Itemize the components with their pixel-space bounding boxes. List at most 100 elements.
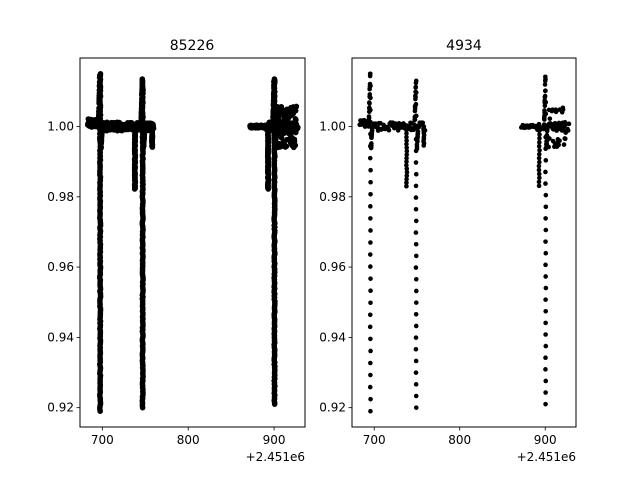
data-point	[367, 324, 373, 330]
data-point	[543, 169, 548, 175]
data-points	[357, 71, 572, 414]
data-point	[556, 120, 562, 126]
x-tick-label: 700	[363, 433, 386, 447]
data-point	[552, 144, 557, 150]
data-point	[421, 143, 427, 148]
data-point	[404, 131, 409, 136]
data-point	[404, 162, 409, 168]
data-point	[414, 288, 419, 294]
data-point	[560, 105, 566, 111]
data-point	[420, 120, 426, 126]
data-point	[543, 88, 548, 93]
data-point	[404, 124, 409, 129]
y-tick-label: 0.94	[47, 330, 74, 344]
data-point	[404, 166, 410, 171]
data-point	[368, 95, 373, 101]
data-point	[271, 401, 278, 407]
data-point	[543, 239, 548, 244]
data-point	[368, 372, 373, 378]
data-point	[404, 173, 410, 179]
x-offset-label: +2.451e6	[246, 450, 305, 464]
data-point	[413, 84, 419, 90]
data-point	[404, 183, 409, 189]
data-point	[413, 335, 419, 340]
data-point	[404, 141, 409, 147]
y-tick-label: 0.92	[319, 401, 346, 415]
data-point	[289, 142, 295, 149]
data-point	[536, 144, 542, 149]
data-point	[413, 358, 419, 364]
data-point	[97, 408, 103, 414]
data-point	[139, 404, 146, 411]
y-tick-label: 0.98	[319, 190, 346, 204]
data-point	[278, 119, 284, 126]
data-point	[536, 171, 542, 177]
data-point	[555, 140, 561, 145]
data-point	[413, 218, 419, 224]
data-point	[543, 100, 549, 105]
data-point	[413, 265, 419, 270]
data-point	[292, 116, 299, 122]
data-point	[281, 112, 288, 119]
panel-title: 85226	[170, 38, 215, 54]
data-point	[414, 113, 419, 119]
light-curve-panel-left: 85226 0.92 0.94 0.96 0.98 1.00 700 800 900 +2.…	[47, 38, 306, 464]
data-point	[546, 144, 551, 150]
data-point	[536, 167, 542, 173]
data-point	[543, 343, 549, 349]
data-point	[368, 228, 373, 233]
data-point	[367, 312, 373, 318]
y-axis-ticks: 0.92 0.94 0.96 0.98 1.00	[319, 120, 352, 415]
data-point	[413, 382, 419, 387]
data-point	[537, 175, 542, 181]
x-offset-label: +2.451e6	[517, 450, 576, 464]
data-point	[413, 171, 419, 177]
data-point	[265, 186, 272, 192]
data-point	[386, 127, 392, 133]
data-point	[415, 129, 421, 134]
data-point	[414, 144, 420, 150]
data-point	[563, 130, 569, 135]
y-tick-label: 0.94	[319, 330, 346, 344]
data-point	[367, 155, 373, 161]
data-point	[404, 145, 409, 150]
data-point	[543, 401, 548, 407]
data-point	[99, 123, 105, 129]
data-point	[562, 119, 568, 125]
data-point	[292, 107, 298, 113]
data-point	[536, 155, 542, 161]
y-tick-label: 0.96	[47, 260, 74, 274]
data-point	[543, 285, 549, 291]
x-tick-label: 900	[534, 433, 557, 447]
data-point	[413, 405, 419, 410]
data-point	[546, 107, 552, 113]
data-point	[542, 93, 548, 99]
data-point	[542, 103, 548, 109]
data-point	[287, 135, 294, 141]
data-point	[368, 240, 373, 245]
x-tick-label: 800	[177, 433, 200, 447]
data-point	[543, 250, 549, 256]
data-point	[537, 140, 542, 145]
y-tick-label: 0.96	[319, 260, 346, 274]
data-point	[278, 133, 284, 139]
data-point	[404, 180, 409, 186]
data-point	[543, 158, 549, 163]
data-point	[558, 124, 563, 129]
data-point	[413, 94, 418, 100]
y-axis-ticks: 0.92 0.94 0.96 0.98 1.00	[47, 120, 80, 415]
data-point	[368, 179, 373, 185]
data-point	[366, 115, 372, 121]
data-point	[542, 108, 547, 113]
x-tick-label: 900	[263, 433, 286, 447]
data-point	[413, 276, 419, 282]
data-point	[413, 311, 419, 317]
data-point	[413, 393, 419, 399]
data-point	[536, 151, 542, 157]
data-point	[274, 124, 281, 131]
x-axis-ticks: 700 800 900	[91, 427, 286, 447]
data-point	[547, 136, 552, 141]
data-point	[543, 274, 548, 279]
data-point	[368, 119, 373, 125]
